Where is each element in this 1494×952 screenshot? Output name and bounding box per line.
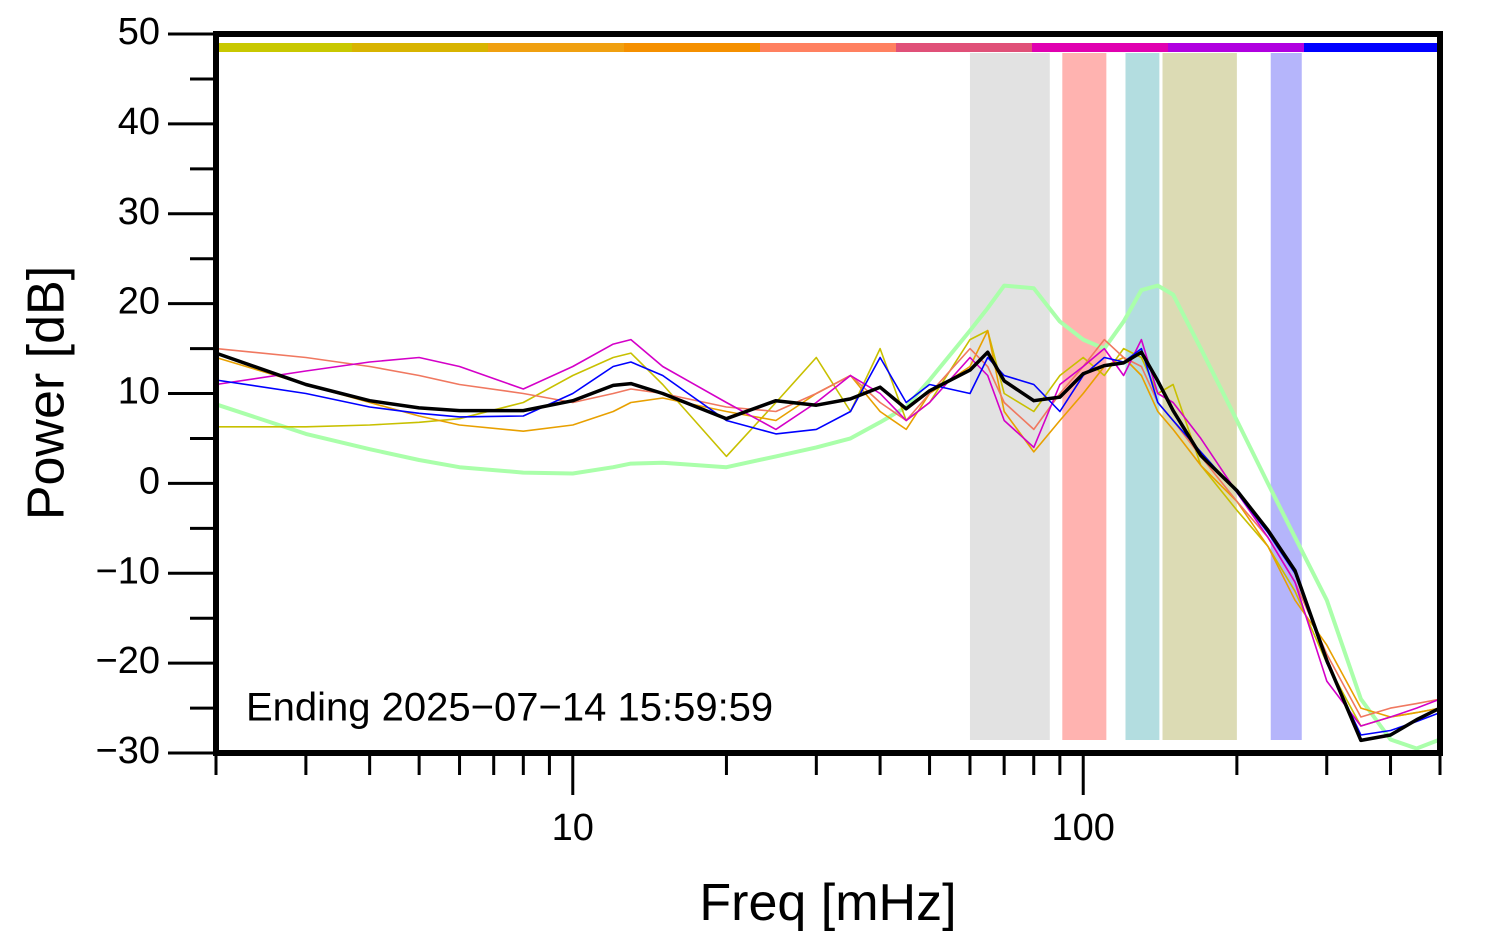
shaded-band: [1125, 53, 1160, 740]
shaded-band: [1270, 53, 1302, 740]
axes: −30 −20 −10 0 10 20 30 40 50 10 100: [96, 11, 1443, 849]
color-bar-segment: [896, 43, 1032, 52]
series-line: [215, 350, 1441, 743]
y-tick-label: 10: [118, 371, 160, 413]
color-bar-segment: [488, 43, 624, 52]
y-tick-label: 40: [118, 101, 160, 143]
color-bar-segment: [1304, 43, 1440, 52]
color-bar-segment: [216, 43, 352, 52]
x-tick-label: 10: [552, 807, 594, 849]
x-axis-label: Freq [mHz]: [699, 874, 956, 932]
y-tick-label: 50: [118, 11, 160, 53]
color-bar-segment: [624, 43, 760, 52]
y-tick-label: −20: [96, 640, 160, 682]
y-tick-label: −10: [96, 550, 160, 592]
lines: [215, 283, 1441, 751]
series-line: [215, 283, 1441, 751]
color-bar-segment: [1032, 43, 1168, 52]
color-bar-segment: [1168, 43, 1304, 52]
y-tick-label: 20: [118, 281, 160, 323]
series-line: [215, 338, 1441, 727]
color-bar-segment: [760, 43, 896, 52]
color-bar-segment: [352, 43, 488, 52]
y-tick-label: 30: [118, 191, 160, 233]
series-line: [215, 329, 1441, 718]
y-axis-label: Power [dB]: [18, 266, 76, 520]
y-tick-label: −30: [96, 730, 160, 772]
annotation: Ending 2025−07−14 15:59:59: [246, 686, 773, 730]
y-tick-label: 0: [139, 460, 160, 502]
bands: [969, 53, 1302, 740]
x-tick-label: 100: [1052, 807, 1115, 849]
